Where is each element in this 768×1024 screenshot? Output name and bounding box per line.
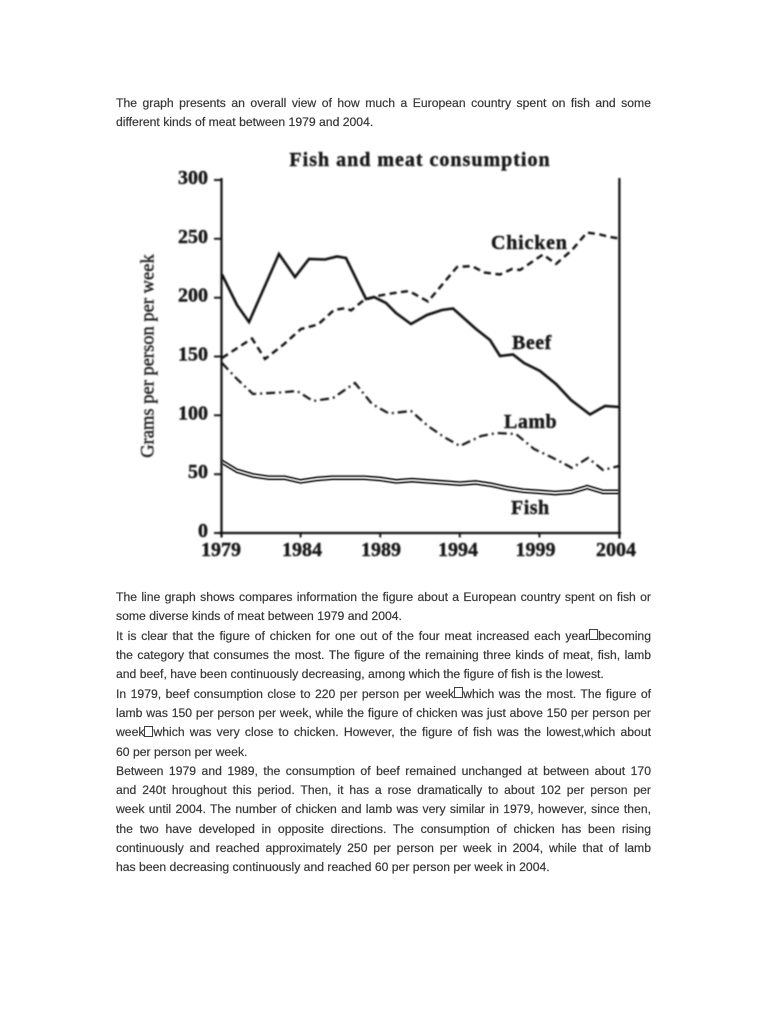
svg-text:Fish: Fish [511, 497, 550, 519]
svg-text:100: 100 [178, 402, 208, 424]
svg-text:Grams per person per week: Grams per person per week [139, 254, 159, 458]
svg-text:200: 200 [178, 285, 208, 307]
svg-text:1989: 1989 [361, 539, 401, 561]
svg-text:150: 150 [178, 344, 208, 366]
svg-text:2004: 2004 [596, 539, 636, 561]
svg-text:0: 0 [198, 520, 208, 542]
svg-text:300: 300 [178, 167, 208, 189]
svg-text:Fish and meat consumption: Fish and meat consumption [289, 149, 550, 171]
svg-text:50: 50 [188, 461, 208, 483]
svg-text:1994: 1994 [438, 539, 478, 561]
svg-text:1979: 1979 [201, 539, 241, 561]
svg-text:250: 250 [178, 226, 208, 248]
svg-text:1984: 1984 [282, 539, 322, 561]
svg-text:Beef: Beef [512, 332, 552, 354]
svg-text:Chicken: Chicken [491, 232, 568, 254]
svg-text:1999: 1999 [516, 539, 556, 561]
svg-text:Lamb: Lamb [504, 411, 557, 433]
